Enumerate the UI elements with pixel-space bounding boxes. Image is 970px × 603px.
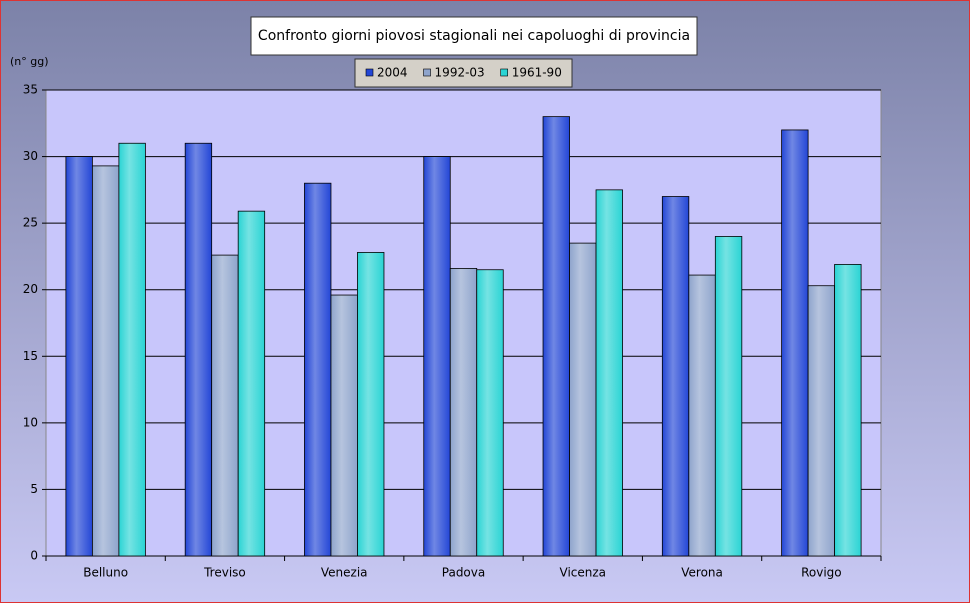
x-tick-label: Padova [442,566,485,580]
x-tick-label: Verona [681,566,723,580]
bar [714,236,743,557]
bar [357,252,385,557]
bar [304,182,332,557]
y-tick-label: 10 [23,415,38,429]
legend-label: 2004 [377,66,408,80]
y-tick-label: 35 [23,83,38,97]
x-tick-label: Rovigo [801,566,842,580]
bar [569,242,597,557]
y-tick-label: 20 [23,282,38,296]
x-tick-label: Venezia [321,566,368,580]
bar [118,142,146,557]
bar [449,268,478,557]
bar [423,156,451,557]
bar [65,156,93,557]
bar [184,142,213,557]
legend-swatch [423,68,431,77]
chart-title: Confronto giorni piovosi stagionali nei … [258,28,690,44]
x-tick-label: Vicenza [560,566,607,580]
bar [91,165,120,557]
legend-swatch [365,68,374,77]
y-tick-label: 25 [23,216,38,230]
bar [781,129,809,557]
y-tick-label: 0 [30,549,38,563]
legend-swatch [500,68,508,77]
x-tick-label: Treviso [203,566,246,580]
title-box [250,16,698,56]
bar [834,264,862,557]
bar [595,189,623,557]
bar [476,269,504,557]
legend-label: 1961-90 [512,66,562,80]
legend-label: 1992-03 [435,66,485,80]
y-tick-label: 15 [23,349,38,363]
bar [211,254,239,557]
bar [807,285,836,557]
bar [542,116,570,557]
bar [661,196,690,557]
x-tick-label: Belluno [83,566,128,580]
y-tick-label: 5 [30,482,38,496]
bar [330,294,358,557]
bar [237,210,266,557]
legend-box [354,58,573,88]
bar [688,274,716,557]
y-tick-label: 30 [23,149,38,163]
y-axis-label: (n° gg) [10,55,49,68]
